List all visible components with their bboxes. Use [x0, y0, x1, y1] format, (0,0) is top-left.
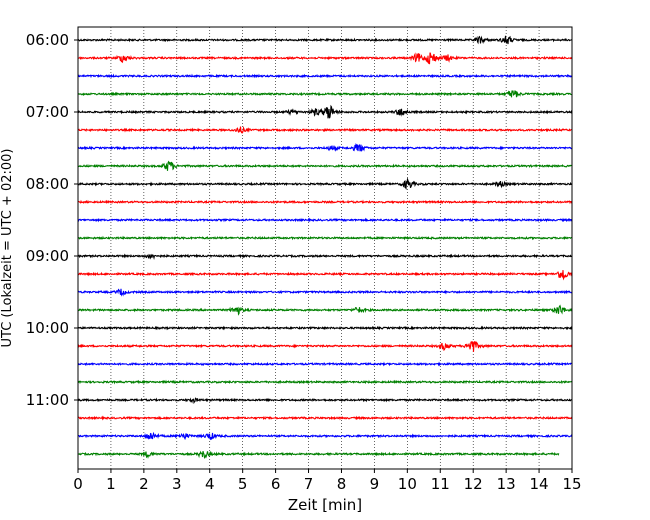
y-axis-title: UTC (Lokalzeit = UTC + 02:00) — [0, 149, 15, 348]
x-tick-label: 4 — [205, 475, 215, 493]
y-tick-label: 11:00 — [26, 391, 69, 409]
y-tick-label: 09:00 — [26, 247, 69, 265]
x-tick-label: 13 — [497, 475, 516, 493]
x-axis: 0 1 2 3 4 5 6 7 8 9 10 11 12 13 14 15 — [73, 469, 582, 493]
trace-row — [77, 52, 573, 65]
plot-frame — [77, 26, 573, 470]
y-tick-label: 07:00 — [26, 103, 69, 121]
trace-row — [77, 177, 573, 191]
y-tick-label: 10:00 — [26, 319, 69, 337]
trace-row — [77, 199, 573, 205]
trace-row — [77, 90, 573, 98]
x-tick-label: 12 — [464, 475, 483, 493]
x-tick-label: 2 — [139, 475, 149, 493]
y-axis: 06:00 07:00 08:00 09:00 10:00 11:00 — [26, 31, 78, 409]
x-tick-label: 6 — [271, 475, 281, 493]
trace-row — [77, 270, 573, 281]
x-tick-label: 1 — [106, 475, 116, 493]
trace-row — [77, 379, 573, 385]
x-tick-label: 7 — [304, 475, 314, 493]
trace-row — [77, 104, 573, 119]
trace-row — [77, 217, 573, 223]
trace-row — [77, 235, 573, 241]
trace-row — [77, 125, 573, 134]
trace-row — [77, 253, 573, 261]
x-tick-label: 0 — [73, 475, 83, 493]
x-axis-title: Zeit [min] — [288, 496, 362, 514]
x-tick-label: 14 — [530, 475, 549, 493]
x-tick-label: 3 — [172, 475, 182, 493]
trace-row — [77, 341, 573, 352]
trace-row — [77, 450, 560, 460]
trace-row — [77, 160, 573, 171]
trace-row — [78, 304, 573, 316]
x-tick-label: 11 — [431, 475, 450, 493]
trace-row — [77, 325, 573, 331]
traces — [77, 35, 573, 460]
x-tick-label: 8 — [337, 475, 347, 493]
trace-row — [77, 288, 573, 297]
x-tick-label: 9 — [370, 475, 380, 493]
trace-row — [77, 35, 573, 45]
trace-row — [77, 361, 572, 367]
trace-row — [77, 397, 573, 405]
y-tick-label: 06:00 — [26, 31, 69, 49]
y-tick-label: 08:00 — [26, 175, 69, 193]
trace-row — [77, 431, 573, 441]
x-tick-label: 10 — [398, 475, 417, 493]
trace-row — [77, 143, 573, 152]
x-tick-label: 15 — [562, 475, 581, 493]
x-tick-label: 5 — [238, 475, 248, 493]
trace-row — [77, 415, 573, 421]
trace-row — [77, 73, 573, 79]
